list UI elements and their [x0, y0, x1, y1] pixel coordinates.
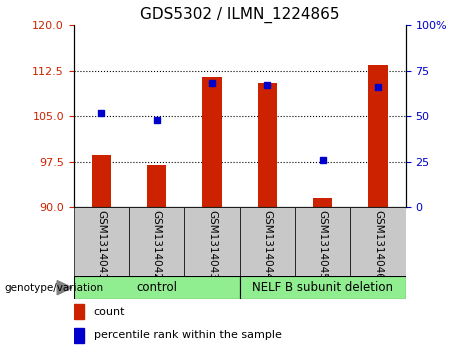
Text: GSM1314044: GSM1314044 [262, 210, 272, 280]
Bar [92, 155, 111, 207]
Bar [74, 207, 129, 276]
Text: GSM1314045: GSM1314045 [318, 210, 328, 280]
Bar [313, 198, 332, 207]
Text: NELF B subunit deletion: NELF B subunit deletion [252, 281, 393, 294]
Polygon shape [57, 281, 72, 295]
Text: GSM1314046: GSM1314046 [373, 210, 383, 280]
Bar [129, 207, 184, 276]
Text: percentile rank within the sample: percentile rank within the sample [94, 330, 282, 340]
Bar [240, 207, 295, 276]
Bar [147, 164, 166, 207]
Bar [350, 207, 406, 276]
Bar [184, 207, 240, 276]
Text: GSM1314042: GSM1314042 [152, 210, 162, 280]
Text: GSM1314043: GSM1314043 [207, 210, 217, 280]
Bar [74, 276, 240, 299]
Bar [74, 304, 84, 319]
Text: count: count [94, 307, 125, 317]
Text: control: control [136, 281, 177, 294]
Bar [202, 77, 222, 207]
Text: GSM1314041: GSM1314041 [96, 210, 106, 280]
Bar [240, 276, 406, 299]
Bar [368, 65, 388, 207]
Bar [74, 328, 84, 343]
Text: genotype/variation: genotype/variation [5, 283, 104, 293]
Bar [258, 83, 277, 207]
Title: GDS5302 / ILMN_1224865: GDS5302 / ILMN_1224865 [140, 7, 339, 23]
Bar [295, 207, 350, 276]
